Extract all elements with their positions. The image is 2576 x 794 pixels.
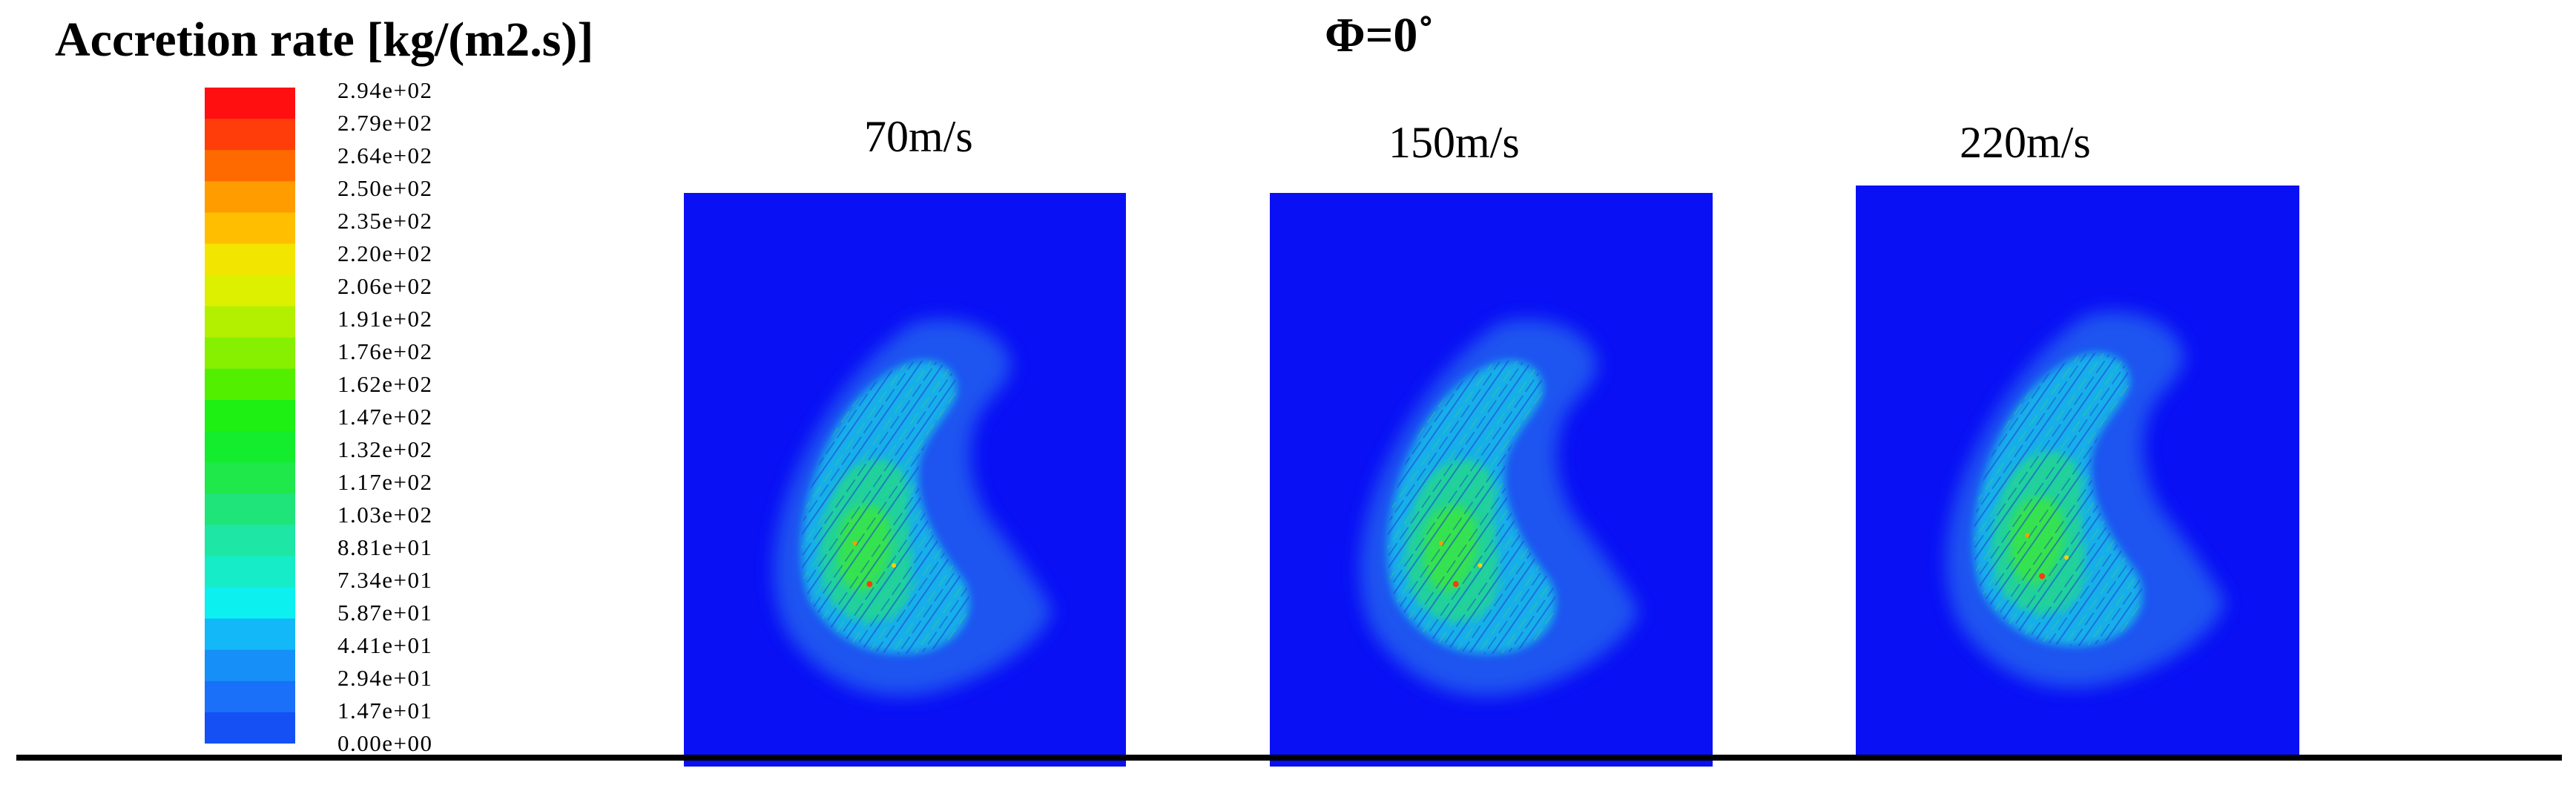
colorbar-tick-label: 1.62e+02 bbox=[337, 371, 433, 397]
colorbar-swatch bbox=[205, 462, 295, 494]
colorbar-tick-label: 4.41e+01 bbox=[337, 632, 433, 658]
colorbar-swatch bbox=[205, 399, 295, 432]
colorbar-swatches bbox=[205, 88, 295, 744]
colorbar-tick-label: 1.17e+02 bbox=[337, 469, 433, 495]
colorbar-swatch bbox=[205, 493, 295, 525]
contour-panel-220 bbox=[1856, 186, 2299, 758]
colorbar-tick-label: 2.94e+01 bbox=[337, 665, 433, 691]
colorbar-swatch bbox=[205, 150, 295, 182]
contour-panel-150 bbox=[1270, 193, 1713, 767]
colorbar-tick-label: 2.79e+02 bbox=[337, 110, 433, 136]
colorbar-tick-label: 2.35e+02 bbox=[337, 208, 433, 234]
colorbar-swatch bbox=[205, 712, 295, 744]
colorbar-tick-label: 5.87e+01 bbox=[337, 600, 433, 626]
colorbar-swatch bbox=[205, 431, 295, 463]
contour-panel-70 bbox=[684, 193, 1126, 767]
colorbar-swatch bbox=[205, 525, 295, 557]
colorbar-swatch bbox=[205, 680, 295, 713]
colorbar-swatch bbox=[205, 119, 295, 151]
colorbar-tick-label: 1.91e+02 bbox=[337, 306, 433, 332]
colorbar-tick-label: 2.50e+02 bbox=[337, 175, 433, 201]
colorbar-tick-label: 1.32e+02 bbox=[337, 436, 433, 462]
colorbar-swatch bbox=[205, 181, 295, 213]
colorbar-swatch bbox=[205, 306, 295, 338]
colorbar-swatch bbox=[205, 587, 295, 620]
colorbar-swatch bbox=[205, 368, 295, 401]
baseline bbox=[16, 755, 2562, 761]
angle-label: Φ=0˚ bbox=[1325, 8, 1434, 62]
colorbar-tick-label: 2.06e+02 bbox=[337, 273, 433, 299]
colorbar-tick-label: 2.94e+02 bbox=[337, 77, 433, 103]
panel-title-220: 220m/s bbox=[1960, 118, 2091, 167]
panel-title-150: 150m/s bbox=[1389, 118, 1520, 167]
colorbar-tick-label: 8.81e+01 bbox=[337, 534, 433, 560]
accretion-contour-150 bbox=[1270, 193, 1713, 767]
colorbar-swatch bbox=[205, 243, 295, 276]
colorbar-swatch bbox=[205, 337, 295, 370]
colorbar-labels: 2.94e+02 2.79e+02 2.64e+02 2.50e+02 2.35e+02… bbox=[337, 77, 530, 760]
colorbar-tick-label: 7.34e+01 bbox=[337, 567, 433, 593]
colorbar-swatch bbox=[205, 649, 295, 682]
colorbar bbox=[205, 88, 295, 744]
colorbar-swatch bbox=[205, 88, 295, 119]
colorbar-tick-label: 0.00e+00 bbox=[337, 730, 433, 756]
accretion-contour-70 bbox=[684, 193, 1126, 767]
accretion-contour-220 bbox=[1856, 186, 2299, 758]
colorbar-tick-label: 2.20e+02 bbox=[337, 240, 433, 266]
colorbar-swatch bbox=[205, 275, 295, 307]
colorbar-tick-label: 1.03e+02 bbox=[337, 502, 433, 528]
colorbar-title: Accretion rate [kg/(m2.s)] bbox=[55, 13, 594, 67]
colorbar-swatch bbox=[205, 556, 295, 588]
colorbar-tick-label: 1.47e+01 bbox=[337, 698, 433, 724]
colorbar-tick-label: 2.64e+02 bbox=[337, 142, 433, 168]
colorbar-swatch bbox=[205, 212, 295, 245]
colorbar-swatch bbox=[205, 618, 295, 651]
colorbar-tick-label: 1.47e+02 bbox=[337, 404, 433, 430]
colorbar-tick-label: 1.76e+02 bbox=[337, 338, 433, 364]
panel-title-70: 70m/s bbox=[864, 112, 973, 161]
